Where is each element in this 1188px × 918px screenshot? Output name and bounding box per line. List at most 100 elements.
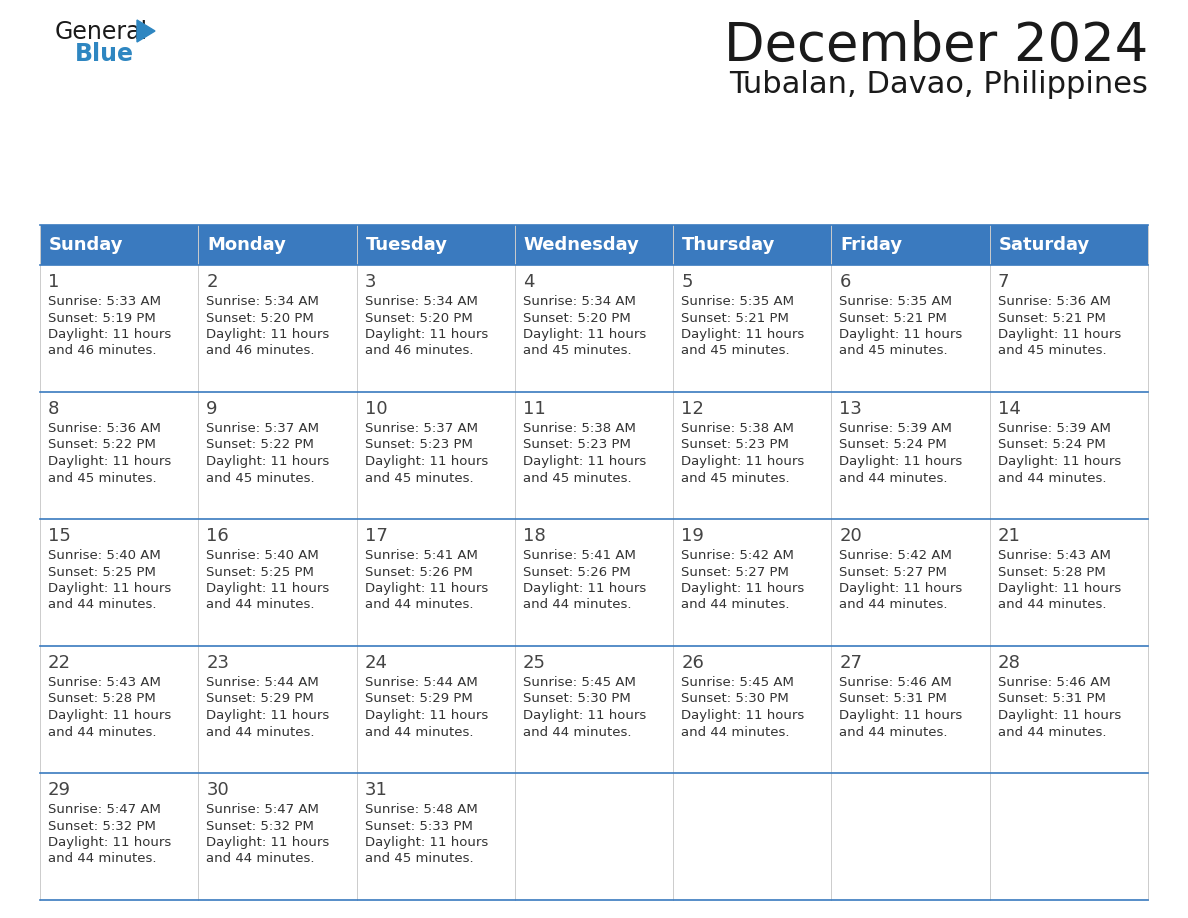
Text: and 46 minutes.: and 46 minutes.	[48, 344, 157, 357]
Text: and 45 minutes.: and 45 minutes.	[998, 344, 1106, 357]
Text: Sunrise: 5:34 AM: Sunrise: 5:34 AM	[207, 295, 320, 308]
Text: Sunset: 5:28 PM: Sunset: 5:28 PM	[998, 565, 1106, 578]
Text: and 44 minutes.: and 44 minutes.	[998, 599, 1106, 611]
Text: Sunrise: 5:42 AM: Sunrise: 5:42 AM	[840, 549, 953, 562]
Text: Sunrise: 5:38 AM: Sunrise: 5:38 AM	[523, 422, 636, 435]
Text: Sunrise: 5:33 AM: Sunrise: 5:33 AM	[48, 295, 162, 308]
Text: Daylight: 11 hours: Daylight: 11 hours	[523, 328, 646, 341]
Text: 16: 16	[207, 527, 229, 545]
Text: and 45 minutes.: and 45 minutes.	[681, 344, 790, 357]
Text: and 46 minutes.: and 46 minutes.	[365, 344, 473, 357]
Text: Sunset: 5:32 PM: Sunset: 5:32 PM	[48, 820, 156, 833]
Text: Daylight: 11 hours: Daylight: 11 hours	[207, 836, 329, 849]
Text: 19: 19	[681, 527, 704, 545]
Text: Daylight: 11 hours: Daylight: 11 hours	[48, 455, 171, 468]
Text: and 44 minutes.: and 44 minutes.	[207, 725, 315, 738]
Bar	[40, 392, 1148, 519]
Text: Sunset: 5:23 PM: Sunset: 5:23 PM	[523, 439, 631, 452]
Text: Daylight: 11 hours: Daylight: 11 hours	[365, 582, 488, 595]
Text: Sunset: 5:27 PM: Sunset: 5:27 PM	[840, 565, 947, 578]
Text: Daylight: 11 hours: Daylight: 11 hours	[48, 836, 171, 849]
Text: Sunset: 5:21 PM: Sunset: 5:21 PM	[681, 311, 789, 324]
Bar	[40, 646, 1148, 773]
Text: Sunset: 5:32 PM: Sunset: 5:32 PM	[207, 820, 314, 833]
Text: 18: 18	[523, 527, 545, 545]
Text: 21: 21	[998, 527, 1020, 545]
Text: 15: 15	[48, 527, 71, 545]
Text: and 45 minutes.: and 45 minutes.	[523, 472, 632, 485]
Text: and 45 minutes.: and 45 minutes.	[48, 472, 157, 485]
Text: Sunset: 5:28 PM: Sunset: 5:28 PM	[48, 692, 156, 706]
Text: Sunrise: 5:37 AM: Sunrise: 5:37 AM	[365, 422, 478, 435]
Text: Sunrise: 5:48 AM: Sunrise: 5:48 AM	[365, 803, 478, 816]
Text: 14: 14	[998, 400, 1020, 418]
Text: Daylight: 11 hours: Daylight: 11 hours	[523, 455, 646, 468]
Text: Daylight: 11 hours: Daylight: 11 hours	[840, 582, 962, 595]
Text: Sunset: 5:23 PM: Sunset: 5:23 PM	[681, 439, 789, 452]
Text: and 44 minutes.: and 44 minutes.	[998, 472, 1106, 485]
Text: Sunset: 5:24 PM: Sunset: 5:24 PM	[840, 439, 947, 452]
Text: Sunset: 5:24 PM: Sunset: 5:24 PM	[998, 439, 1106, 452]
Text: Sunrise: 5:35 AM: Sunrise: 5:35 AM	[840, 295, 953, 308]
Text: Daylight: 11 hours: Daylight: 11 hours	[681, 709, 804, 722]
Text: Sunset: 5:29 PM: Sunset: 5:29 PM	[365, 692, 473, 706]
Text: Daylight: 11 hours: Daylight: 11 hours	[681, 582, 804, 595]
Text: and 44 minutes.: and 44 minutes.	[48, 853, 157, 866]
Text: Sunset: 5:21 PM: Sunset: 5:21 PM	[840, 311, 947, 324]
Text: Daylight: 11 hours: Daylight: 11 hours	[523, 582, 646, 595]
Text: Sunrise: 5:39 AM: Sunrise: 5:39 AM	[998, 422, 1111, 435]
Text: and 44 minutes.: and 44 minutes.	[365, 599, 473, 611]
Text: Tuesday: Tuesday	[366, 236, 448, 254]
Text: 28: 28	[998, 654, 1020, 672]
Text: 26: 26	[681, 654, 704, 672]
Text: 13: 13	[840, 400, 862, 418]
Text: 30: 30	[207, 781, 229, 799]
Text: and 44 minutes.: and 44 minutes.	[365, 725, 473, 738]
Text: 17: 17	[365, 527, 387, 545]
Text: Sunset: 5:31 PM: Sunset: 5:31 PM	[998, 692, 1106, 706]
Text: Sunrise: 5:40 AM: Sunrise: 5:40 AM	[207, 549, 320, 562]
Text: Sunset: 5:22 PM: Sunset: 5:22 PM	[48, 439, 156, 452]
Text: and 44 minutes.: and 44 minutes.	[207, 599, 315, 611]
Text: Sunrise: 5:41 AM: Sunrise: 5:41 AM	[523, 549, 636, 562]
Text: and 44 minutes.: and 44 minutes.	[681, 599, 790, 611]
Text: 1: 1	[48, 273, 59, 291]
Text: Daylight: 11 hours: Daylight: 11 hours	[840, 455, 962, 468]
Text: Sunset: 5:23 PM: Sunset: 5:23 PM	[365, 439, 473, 452]
Text: Sunset: 5:19 PM: Sunset: 5:19 PM	[48, 311, 156, 324]
Text: 12: 12	[681, 400, 704, 418]
Text: and 44 minutes.: and 44 minutes.	[840, 472, 948, 485]
Text: Sunset: 5:29 PM: Sunset: 5:29 PM	[207, 692, 314, 706]
Text: Sunset: 5:22 PM: Sunset: 5:22 PM	[207, 439, 314, 452]
Text: Daylight: 11 hours: Daylight: 11 hours	[998, 582, 1121, 595]
Text: and 44 minutes.: and 44 minutes.	[207, 853, 315, 866]
Text: Saturday: Saturday	[999, 236, 1089, 254]
Text: Sunset: 5:33 PM: Sunset: 5:33 PM	[365, 820, 473, 833]
Text: 23: 23	[207, 654, 229, 672]
Text: and 45 minutes.: and 45 minutes.	[365, 472, 473, 485]
Text: 31: 31	[365, 781, 387, 799]
Text: 8: 8	[48, 400, 59, 418]
Text: 3: 3	[365, 273, 377, 291]
Bar	[40, 225, 1148, 265]
Text: Daylight: 11 hours: Daylight: 11 hours	[998, 455, 1121, 468]
Text: 2: 2	[207, 273, 217, 291]
Text: Wednesday: Wednesday	[524, 236, 639, 254]
Text: Sunset: 5:20 PM: Sunset: 5:20 PM	[523, 311, 631, 324]
Text: Sunrise: 5:43 AM: Sunrise: 5:43 AM	[998, 549, 1111, 562]
Text: Sunrise: 5:40 AM: Sunrise: 5:40 AM	[48, 549, 160, 562]
Text: Sunset: 5:31 PM: Sunset: 5:31 PM	[840, 692, 947, 706]
Text: 25: 25	[523, 654, 545, 672]
Text: and 45 minutes.: and 45 minutes.	[207, 472, 315, 485]
Text: Sunrise: 5:36 AM: Sunrise: 5:36 AM	[998, 295, 1111, 308]
Text: Daylight: 11 hours: Daylight: 11 hours	[840, 709, 962, 722]
Text: Sunrise: 5:43 AM: Sunrise: 5:43 AM	[48, 676, 160, 689]
Text: General: General	[55, 20, 148, 44]
Text: Sunrise: 5:46 AM: Sunrise: 5:46 AM	[840, 676, 952, 689]
Text: and 44 minutes.: and 44 minutes.	[523, 599, 631, 611]
Text: Daylight: 11 hours: Daylight: 11 hours	[207, 582, 329, 595]
Text: and 44 minutes.: and 44 minutes.	[523, 725, 631, 738]
Text: Sunrise: 5:47 AM: Sunrise: 5:47 AM	[48, 803, 160, 816]
Text: Daylight: 11 hours: Daylight: 11 hours	[840, 328, 962, 341]
Text: Sunrise: 5:42 AM: Sunrise: 5:42 AM	[681, 549, 794, 562]
